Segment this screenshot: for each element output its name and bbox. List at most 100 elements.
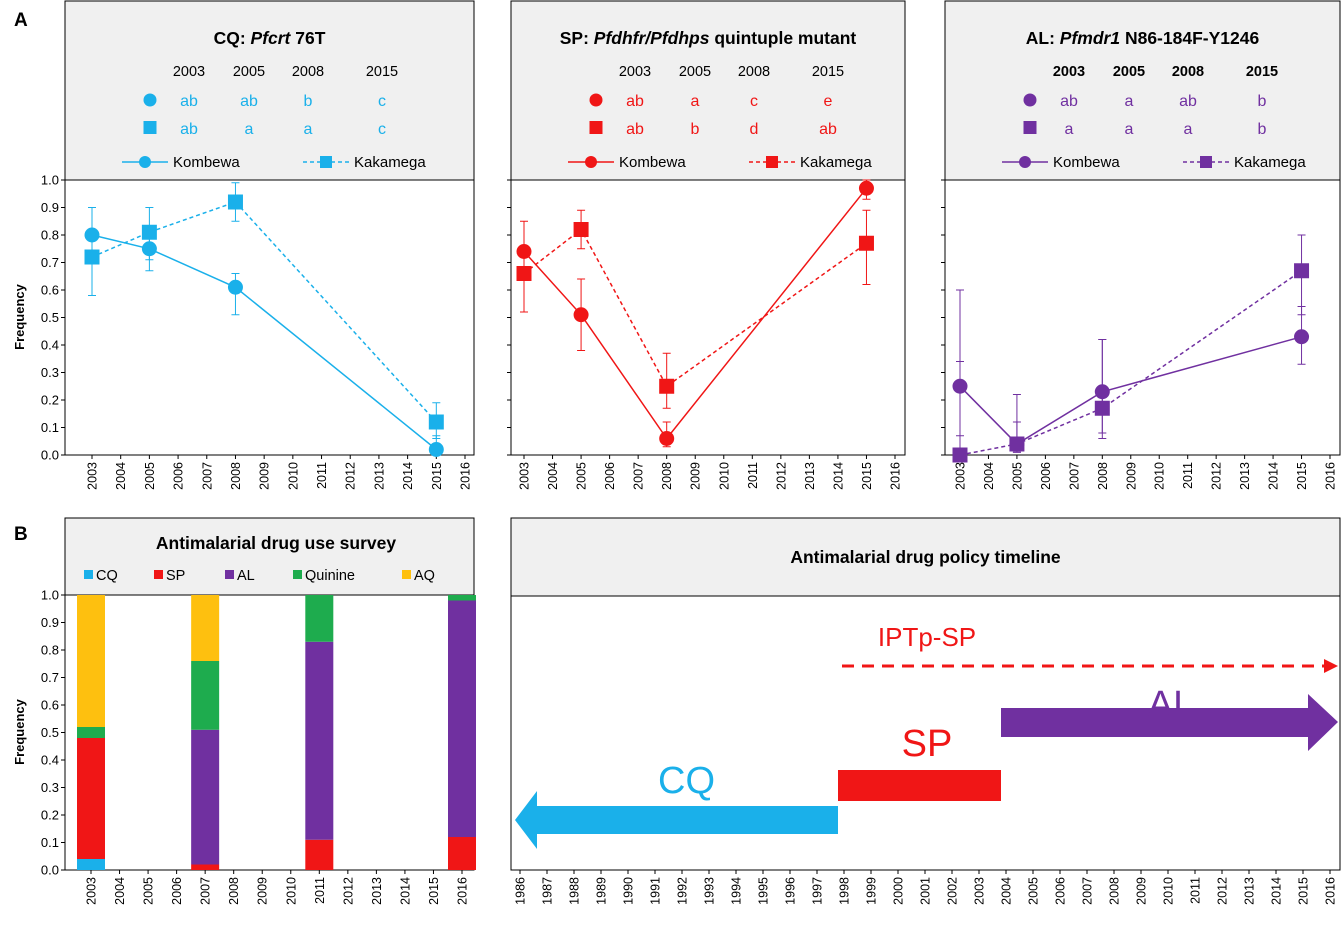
cq-y-tick-label: 1.0 [41,173,59,188]
al-legend-label-kombewa: Kombewa [1053,154,1120,171]
timeline-x-tick-label: 2009 [1135,877,1149,905]
timeline-header-bg [511,518,1340,596]
timeline-x-tick-label: 2012 [1216,877,1230,905]
cq-x-tick-label: 2005 [143,462,157,490]
survey-bar-sp-2007 [191,864,220,870]
sp-x-tick-label: 2016 [889,462,903,490]
timeline-x-tick-label: 2006 [1054,877,1068,905]
sp-letter-kakamega: b [691,121,700,138]
sp-title-suffix: quintuple mutant [709,28,856,48]
survey-bar-al-2011 [305,641,334,840]
al-year-header: 2005 [1113,64,1145,80]
cq-year-header: 2008 [292,64,324,80]
timeline-x-tick-label: 2014 [1270,877,1284,905]
sp-legend-label-kakamega: Kakamega [800,154,872,171]
sp-legend-label-kombewa: Kombewa [619,154,686,171]
sp-header-bg [511,1,905,180]
survey-legend-label-quinine: Quinine [305,568,355,584]
cq-title: CQ: Pfcrt 76T [214,28,326,48]
cq-x-tick-label: 2014 [401,462,415,490]
cq-title-suffix: 76T [290,28,325,48]
al-letter-kombewa: a [1125,93,1134,110]
cq-x-tick-label: 2004 [114,462,128,490]
cq-series-kakamega-line [91,201,437,423]
timeline-label-iptp-sp: IPTp-SP [878,622,976,652]
sp-x-tick-label: 2005 [575,462,589,490]
sp-legend-marker-kombewa [585,156,597,168]
sp-x-tick-label: 2010 [717,462,731,490]
survey-title: Antimalarial drug use survey [156,533,396,553]
sp-x-tick-label: 2015 [860,462,874,490]
panel-label-a: A [14,10,28,31]
survey-x-tick-label: 2012 [341,877,355,905]
al-letter-kombewa: b [1258,93,1267,110]
timeline-x-tick-label: 1988 [568,877,582,905]
cq-y-tick-label: 0.2 [41,393,59,408]
timeline-period-cq [515,791,838,849]
survey-bar-aq-2003 [77,595,105,727]
al-series-kombewa-point [1294,329,1310,345]
timeline-x-tick-label: 1993 [703,877,717,905]
sp-series-kombewa-point [659,431,675,446]
survey-bar-quinine-2003 [77,727,105,738]
al-year-header: 2015 [1246,64,1278,80]
sp-letter-kombewa: e [824,93,833,110]
cq-x-tick-label: 2012 [344,462,358,490]
survey-y-tick-label: 1.0 [41,588,59,603]
timeline-x-tick-label: 2003 [973,877,987,905]
al-letter-kakamega: a [1065,121,1074,138]
sp-title-prefix: SP: [560,28,594,48]
cq-series-kakamega-point [428,414,444,430]
y-axis-label-bottom: Frequency [12,698,27,765]
al-x-tick-label: 2007 [1067,462,1081,490]
cq-y-tick-label: 0.6 [41,283,59,298]
cq-x-tick-label: 2010 [286,462,300,490]
sp-x-tick-label: 2009 [689,462,703,490]
timeline-x-tick-label: 2004 [1000,877,1014,905]
cq-series-kombewa-point [227,279,243,295]
survey-bar-sp-2011 [305,839,334,870]
cq-y-tick-label: 0.4 [41,338,59,353]
survey-bar-al-2016 [448,600,476,837]
sp-letter-kakamega: ab [819,121,837,138]
survey-bar-aq-2007 [191,595,220,661]
sp-letter-kakamega: ab [626,121,644,138]
timeline-x-tick-label: 1999 [865,877,879,905]
sp-series-kakamega-line [523,228,867,388]
timeline-x-tick-label: 1996 [784,877,798,905]
cq-legend-marker-kakamega [320,156,332,168]
sp-letter-kombewa: c [750,93,758,110]
survey-bar-al-2007 [191,729,220,865]
al-title-prefix: AL: [1026,28,1060,48]
cq-title-gene: Pfcrt [251,28,292,48]
cq-x-tick-label: 2003 [86,462,100,490]
sp-series-kombewa-point [858,180,874,196]
timeline-x-tick-label: 2015 [1297,877,1311,905]
chart-cq-pfcrt: CQ: Pfcrt 76T 2003 2005 2008 2015 ab ab b c ab a a c… [41,0,475,490]
al-x-tick-label: 2012 [1210,462,1224,490]
al-x-tick-label: 2005 [1010,462,1024,490]
al-legend-label-kakamega: Kakamega [1234,154,1306,171]
sp-x-tick-label: 2008 [660,462,674,490]
timeline-title: Antimalarial drug policy timeline [790,547,1061,567]
timeline-x-tick-label: 1997 [811,877,825,905]
timeline-x-tick-label: 2002 [946,877,960,905]
timeline-x-tick-label: 2000 [892,877,906,905]
al-letter-kombewa: ab [1060,93,1078,110]
timeline-period-al [1001,694,1338,751]
cq-x-tick-label: 2008 [229,462,243,490]
timeline-x-tick-label: 2008 [1108,877,1122,905]
cq-year-header: 2015 [366,64,398,80]
chart-drug-policy-timeline: Antimalarial drug policy timeline 1986 198… [510,517,1341,905]
y-axis-label-top: Frequency [12,283,27,350]
timeline-x-tick-label: 2007 [1081,877,1095,905]
survey-x-tick-label: 2014 [398,877,412,905]
sp-x-tick-label: 2006 [603,462,617,490]
survey-y-tick-label: 0.6 [41,698,59,713]
cq-legend-label-kombewa: Kombewa [173,154,240,171]
survey-legend-swatch-sp [154,570,163,579]
al-x-tick-label: 2014 [1267,462,1281,490]
cq-letter-kombewa: ab [240,93,258,110]
cq-letters-square-marker [143,121,157,134]
